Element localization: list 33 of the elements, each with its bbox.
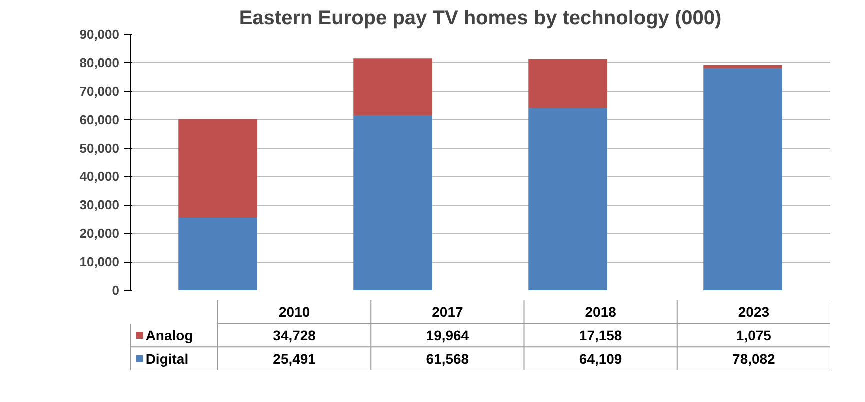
data-label: 25,491 [273,350,316,367]
data-label: 34,728 [273,328,316,344]
bar [528,108,608,290]
y-tick-label: 90,000 [80,27,120,42]
y-tick-label: 40,000 [80,169,120,184]
bar [354,115,432,290]
y-tick-label: 70,000 [80,84,120,99]
data-label: 1,075 [736,328,772,344]
bar [704,65,782,68]
y-tick-label: 30,000 [80,198,120,213]
legend-label: Analog [146,328,194,344]
y-tick-label: 80,000 [80,55,120,70]
data-label: 64,109 [579,350,622,367]
bar [528,59,608,108]
x-tick-label: 2023 [738,304,770,320]
data-label: 61,568 [426,350,470,367]
x-tick-label: 2010 [278,304,310,320]
data-label: 19,964 [426,328,470,344]
y-tick-label: 10,000 [80,254,120,270]
data-label: 17,158 [579,328,622,344]
y-tick-label: 0 [112,283,120,298]
bar [704,68,782,290]
y-tick-label: 20,000 [80,226,120,242]
chart-title: Eastern Europe pay TV homes by technology (000) [239,8,722,30]
y-tick-label: 50,000 [80,140,120,156]
x-tick-label: 2017 [432,304,464,320]
legend-label: Digital [146,350,189,367]
y-tick-label: 60,000 [80,112,120,128]
bar [178,119,258,218]
bar [354,58,432,116]
x-tick-label: 2018 [585,304,617,320]
data-label: 78,082 [732,350,776,367]
bar [178,218,258,290]
